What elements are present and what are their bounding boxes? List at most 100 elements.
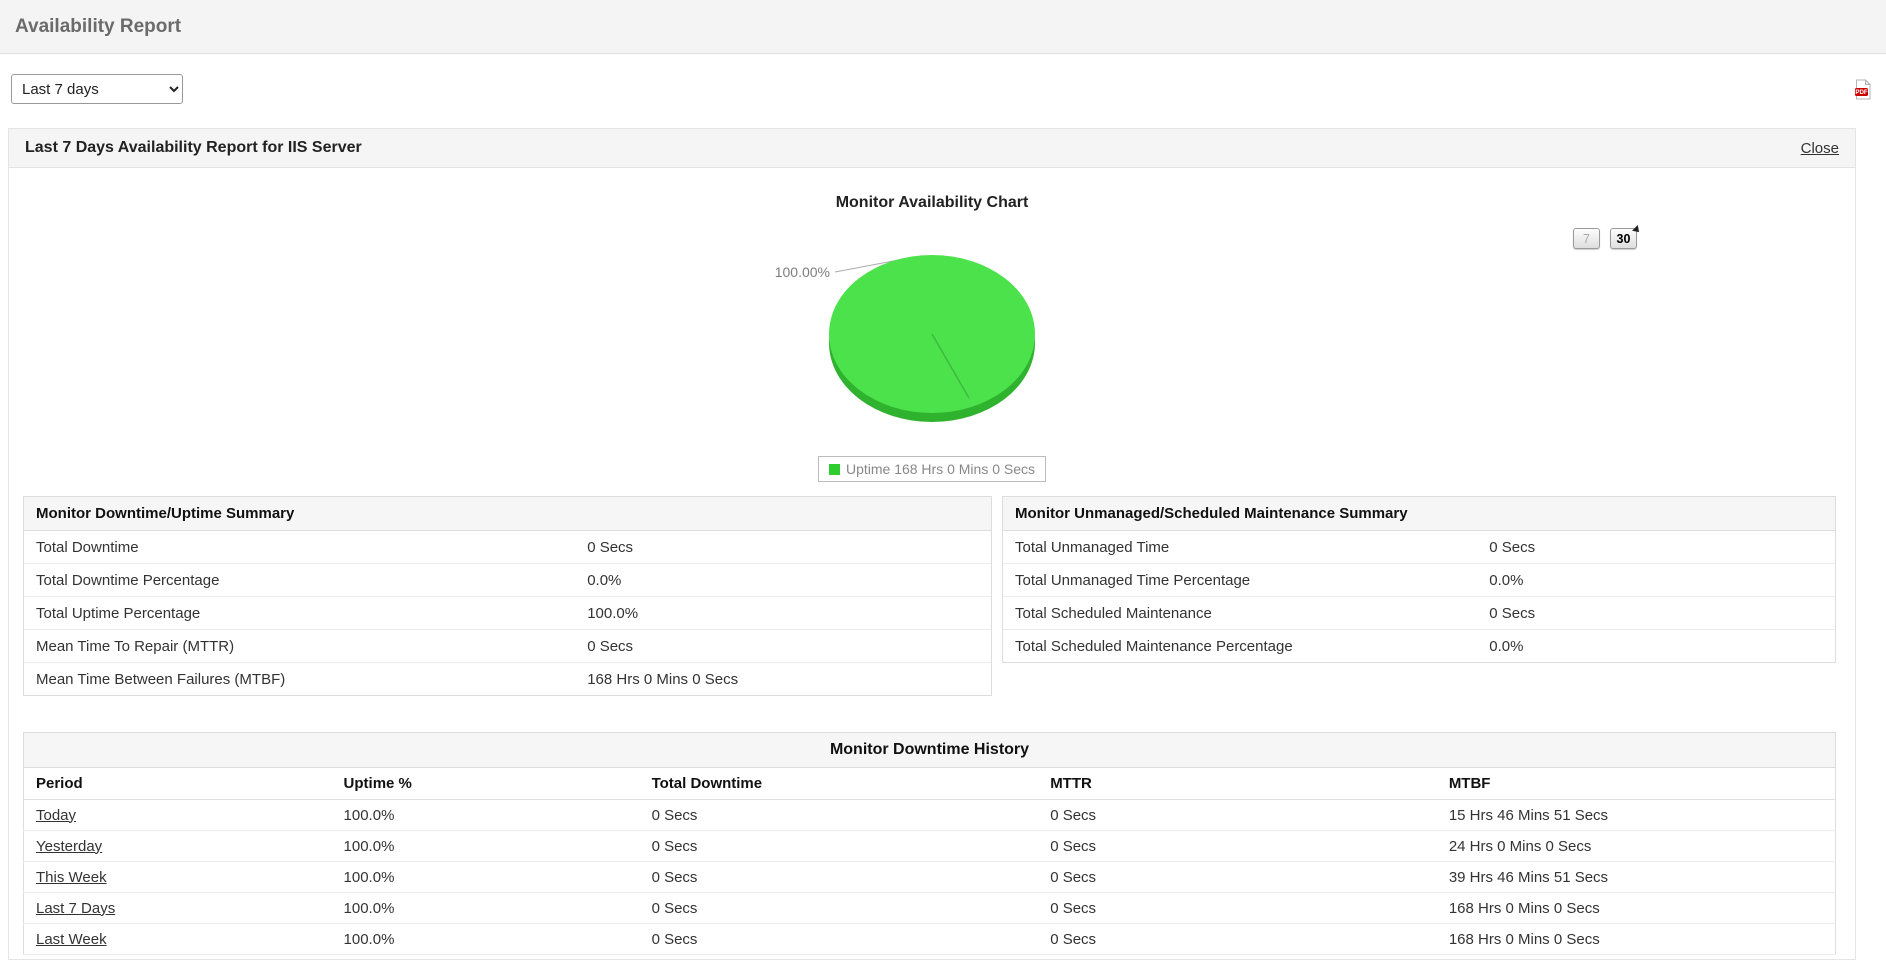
summary-row: Total Unmanaged Time 0 Secs (1003, 531, 1835, 564)
summary-row-value: 0 Secs (1489, 538, 1536, 556)
availability-chart-section: Monitor Availability Chart 7 30 100.00% … (9, 168, 1855, 496)
period-link[interactable]: Yesterday (36, 837, 103, 855)
summary-row-label: Total Scheduled Maintenance Percentage (1015, 637, 1293, 655)
history-column-header: Period (23, 768, 332, 800)
history-column-header: MTBF (1436, 768, 1836, 800)
summary-row: Mean Time To Repair (MTTR) 0 Secs (24, 630, 991, 663)
summary-row-value: 0.0% (1489, 571, 1524, 589)
panel-title: Last 7 Days Availability Report for IIS … (25, 139, 362, 156)
summary-row: Total Scheduled Maintenance 0 Secs (1003, 597, 1835, 630)
summary-row: Total Unmanaged Time Percentage 0.0% (1003, 564, 1835, 597)
summary-row-label: Total Downtime Percentage (36, 571, 220, 589)
page-title: Availability Report (15, 15, 182, 37)
history-cell: 0 Secs (639, 830, 1039, 862)
range-7-days-button[interactable]: 7 (1573, 228, 1600, 249)
history-cell: 0 Secs (639, 861, 1039, 893)
summary-row: Total Downtime 0 Secs (24, 531, 991, 564)
range-30-days-button[interactable]: 30 (1610, 225, 1642, 249)
history-row: Today 100.0% 0 Secs 0 Secs 15 Hrs 46 Mins 51… (23, 799, 1836, 831)
history-cell: 39 Hrs 46 Mins 51 Secs (1436, 861, 1836, 893)
history-cell: 0 Secs (1038, 923, 1437, 955)
legend-uptime-label: Uptime 168 Hrs 0 Mins 0 Secs (845, 461, 1036, 477)
summary-row-value: 0 Secs (587, 637, 634, 655)
maintenance-summary-body: Total Unmanaged Time 0 Secs Total Unmanage… (1003, 531, 1835, 662)
downtime-summary-body: Total Downtime 0 Secs Total Downtime Perce… (24, 531, 991, 695)
chart-range-buttons: 7 30 (1573, 225, 1642, 249)
period-link[interactable]: Last 7 Days (36, 899, 116, 917)
history-cell: 100.0% (331, 923, 640, 955)
history-cell: 15 Hrs 46 Mins 51 Secs (1436, 799, 1836, 831)
history-cell: 24 Hrs 0 Mins 0 Secs (1436, 830, 1836, 862)
history-cell: 0 Secs (1038, 830, 1437, 862)
history-column-header: Total Downtime (639, 768, 1039, 800)
history-cell: Last Week (23, 923, 332, 955)
summary-row-label: Total Scheduled Maintenance (1015, 604, 1212, 622)
availability-report-panel: Last 7 Days Availability Report for IIS … (8, 128, 1856, 960)
summary-row-label: Total Unmanaged Time Percentage (1015, 571, 1251, 589)
report-toolbar: Last 7 days PDF (0, 54, 1886, 118)
summary-row: Total Scheduled Maintenance Percentage 0.… (1003, 630, 1835, 662)
history-row: Yesterday 100.0% 0 Secs 0 Secs 24 Hrs 0 Mins… (23, 830, 1836, 862)
chart-legend: Uptime 168 Hrs 0 Mins 0 Secs (817, 456, 1047, 482)
svg-text:PDF: PDF (1855, 89, 1868, 96)
history-cell: 100.0% (331, 830, 640, 862)
history-cell: 0 Secs (639, 892, 1039, 924)
downtime-summary-title: Monitor Downtime/Uptime Summary (24, 497, 991, 531)
summary-row-value: 168 Hrs 0 Mins 0 Secs (587, 670, 739, 688)
downtime-uptime-summary-table: Monitor Downtime/Uptime Summary Total Do… (23, 496, 992, 696)
summary-row: Total Uptime Percentage 100.0% (24, 597, 991, 630)
summary-row: Total Downtime Percentage 0.0% (24, 564, 991, 597)
summary-row-value: 0.0% (1489, 637, 1524, 655)
summary-row-value: 0 Secs (587, 538, 634, 556)
history-cell: Today (23, 799, 332, 831)
top-header-bar: Availability Report (0, 0, 1886, 54)
summary-row-label: Mean Time To Repair (MTTR) (36, 637, 235, 655)
history-column-header: Uptime % (331, 768, 640, 800)
summary-row-value: 0 Secs (1489, 604, 1536, 622)
range-30-label: 30 (1616, 231, 1631, 246)
history-column-header: MTTR (1038, 768, 1437, 800)
close-link[interactable]: Close (1800, 139, 1839, 157)
history-cell: 0 Secs (1038, 799, 1437, 831)
pie-slice-seam (931, 333, 970, 399)
history-cell: 100.0% (331, 799, 640, 831)
history-cell: This Week (23, 861, 332, 893)
history-row: This Week 100.0% 0 Secs 0 Secs 39 Hrs 46 Min… (23, 861, 1836, 893)
summary-row-label: Total Uptime Percentage (36, 604, 201, 622)
summary-row-label: Total Downtime (36, 538, 139, 556)
history-row: Last Week 100.0% 0 Secs 0 Secs 168 Hrs 0 Min… (23, 923, 1836, 955)
summary-row: Mean Time Between Failures (MTBF) 168 Hrs… (24, 663, 991, 695)
downtime-history-section: Monitor Downtime History Period Uptime % T… (23, 732, 1836, 955)
history-cell: 168 Hrs 0 Mins 0 Secs (1436, 923, 1836, 955)
history-cell: 0 Secs (639, 923, 1039, 955)
period-link[interactable]: Today (36, 806, 77, 824)
availability-pie-chart: 100.00% (775, 255, 1035, 422)
maintenance-summary-title: Monitor Unmanaged/Scheduled Maintenance … (1003, 497, 1835, 531)
pie-slice-label: 100.00% (775, 264, 830, 280)
period-link[interactable]: Last Week (36, 930, 107, 948)
expand-arrow-icon (1632, 225, 1642, 235)
legend-uptime-swatch (828, 463, 840, 475)
history-cell: 100.0% (331, 861, 640, 893)
history-cell: 100.0% (331, 892, 640, 924)
history-cell: 0 Secs (639, 799, 1039, 831)
maintenance-summary-table: Monitor Unmanaged/Scheduled Maintenance … (1002, 496, 1836, 663)
summary-row-label: Mean Time Between Failures (MTBF) (36, 670, 286, 688)
period-link[interactable]: This Week (36, 868, 107, 886)
history-cell: 0 Secs (1038, 892, 1437, 924)
pdf-icon-graphic: PDF (1855, 78, 1872, 99)
history-header-row: Period Uptime % Total Downtime MTTR MTBF (23, 768, 1836, 800)
history-row: Last 7 Days 100.0% 0 Secs 0 Secs 168 Hrs 0 M… (23, 892, 1836, 924)
summary-row-label: Total Unmanaged Time (1015, 538, 1170, 556)
chart-title: Monitor Availability Chart (835, 194, 1029, 211)
history-cell: 168 Hrs 0 Mins 0 Secs (1436, 892, 1836, 924)
summary-row-value: 0.0% (587, 571, 622, 589)
history-cell: 0 Secs (1038, 861, 1437, 893)
downtime-history-title: Monitor Downtime History (23, 732, 1836, 768)
downtime-history-table: Period Uptime % Total Downtime MTTR MTBF Tod… (23, 768, 1836, 955)
summary-row-value: 100.0% (587, 604, 639, 622)
panel-header: Last 7 Days Availability Report for IIS … (9, 129, 1855, 168)
period-selector[interactable]: Last 7 days (11, 74, 183, 104)
history-cell: Yesterday (23, 830, 332, 862)
pdf-export-icon[interactable]: PDF (1853, 78, 1872, 100)
